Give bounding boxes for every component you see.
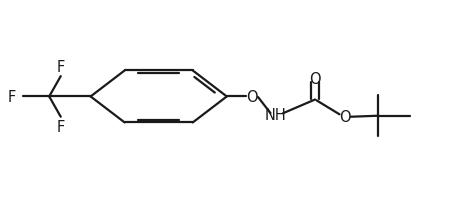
Text: F: F: [56, 119, 65, 134]
Text: F: F: [7, 89, 16, 104]
Text: NH: NH: [264, 108, 286, 123]
Text: O: O: [246, 89, 257, 104]
Text: O: O: [338, 110, 350, 125]
Text: F: F: [56, 60, 65, 75]
Text: O: O: [308, 71, 320, 86]
